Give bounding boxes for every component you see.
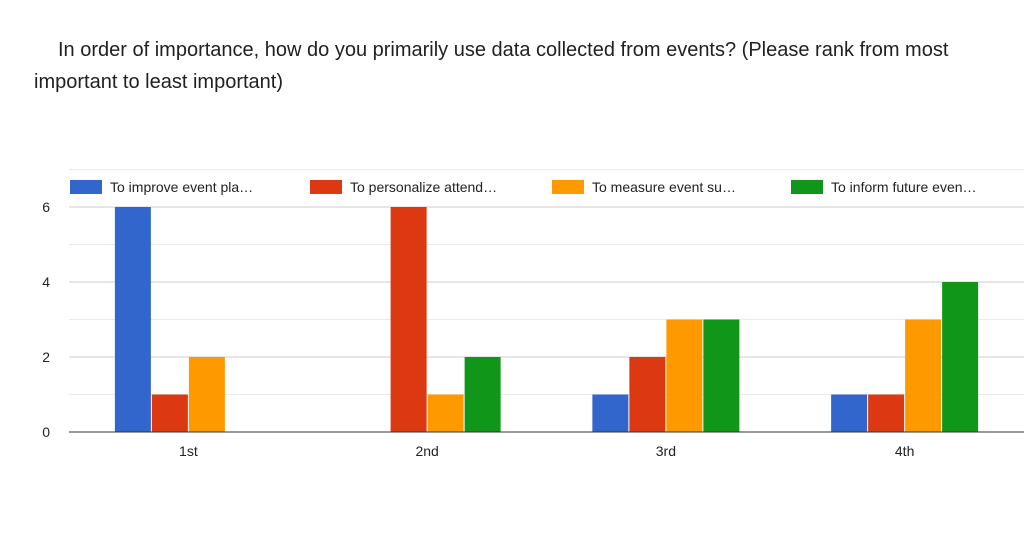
x-tick-label: 1st [179,443,198,459]
legend-item: To improve event pla… [70,179,253,195]
bar [390,207,427,432]
bar [464,357,501,432]
legend-swatch [791,180,823,194]
legend-swatch [310,180,342,194]
legend-label: To measure event su… [592,179,736,195]
x-tick-label: 3rd [656,443,676,459]
x-tick-label: 4th [895,443,914,459]
bar [114,207,151,432]
bar [703,319,740,432]
bar [592,394,629,432]
bar [831,394,868,432]
legend-swatch [552,180,584,194]
bar [666,319,703,432]
chart-title: In order of importance, how do you prima… [34,39,949,93]
y-tick-label: 4 [42,274,50,290]
legend-item: To personalize attend… [310,179,497,195]
bar [942,282,979,432]
bar [188,357,225,432]
y-tick-label: 2 [42,349,50,365]
legend: To improve event pla… To personalize atte… [70,179,977,195]
axes: 0 2 4 6 1st 2nd 3rd 4th [42,199,1024,459]
bar [629,357,666,432]
legend-swatch [70,180,102,194]
legend-item: To inform future even… [791,179,977,195]
x-tick-label: 2nd [415,443,438,459]
y-tick-label: 0 [42,424,50,440]
bar [868,394,905,432]
bar [427,394,464,432]
legend-label: To improve event pla… [110,179,253,195]
legend-label: To personalize attend… [350,179,497,195]
y-tick-label: 6 [42,199,50,215]
bar [905,319,942,432]
legend-label: To inform future even… [831,179,977,195]
bar [151,394,188,432]
legend-item: To measure event su… [552,179,736,195]
bars [114,207,979,432]
